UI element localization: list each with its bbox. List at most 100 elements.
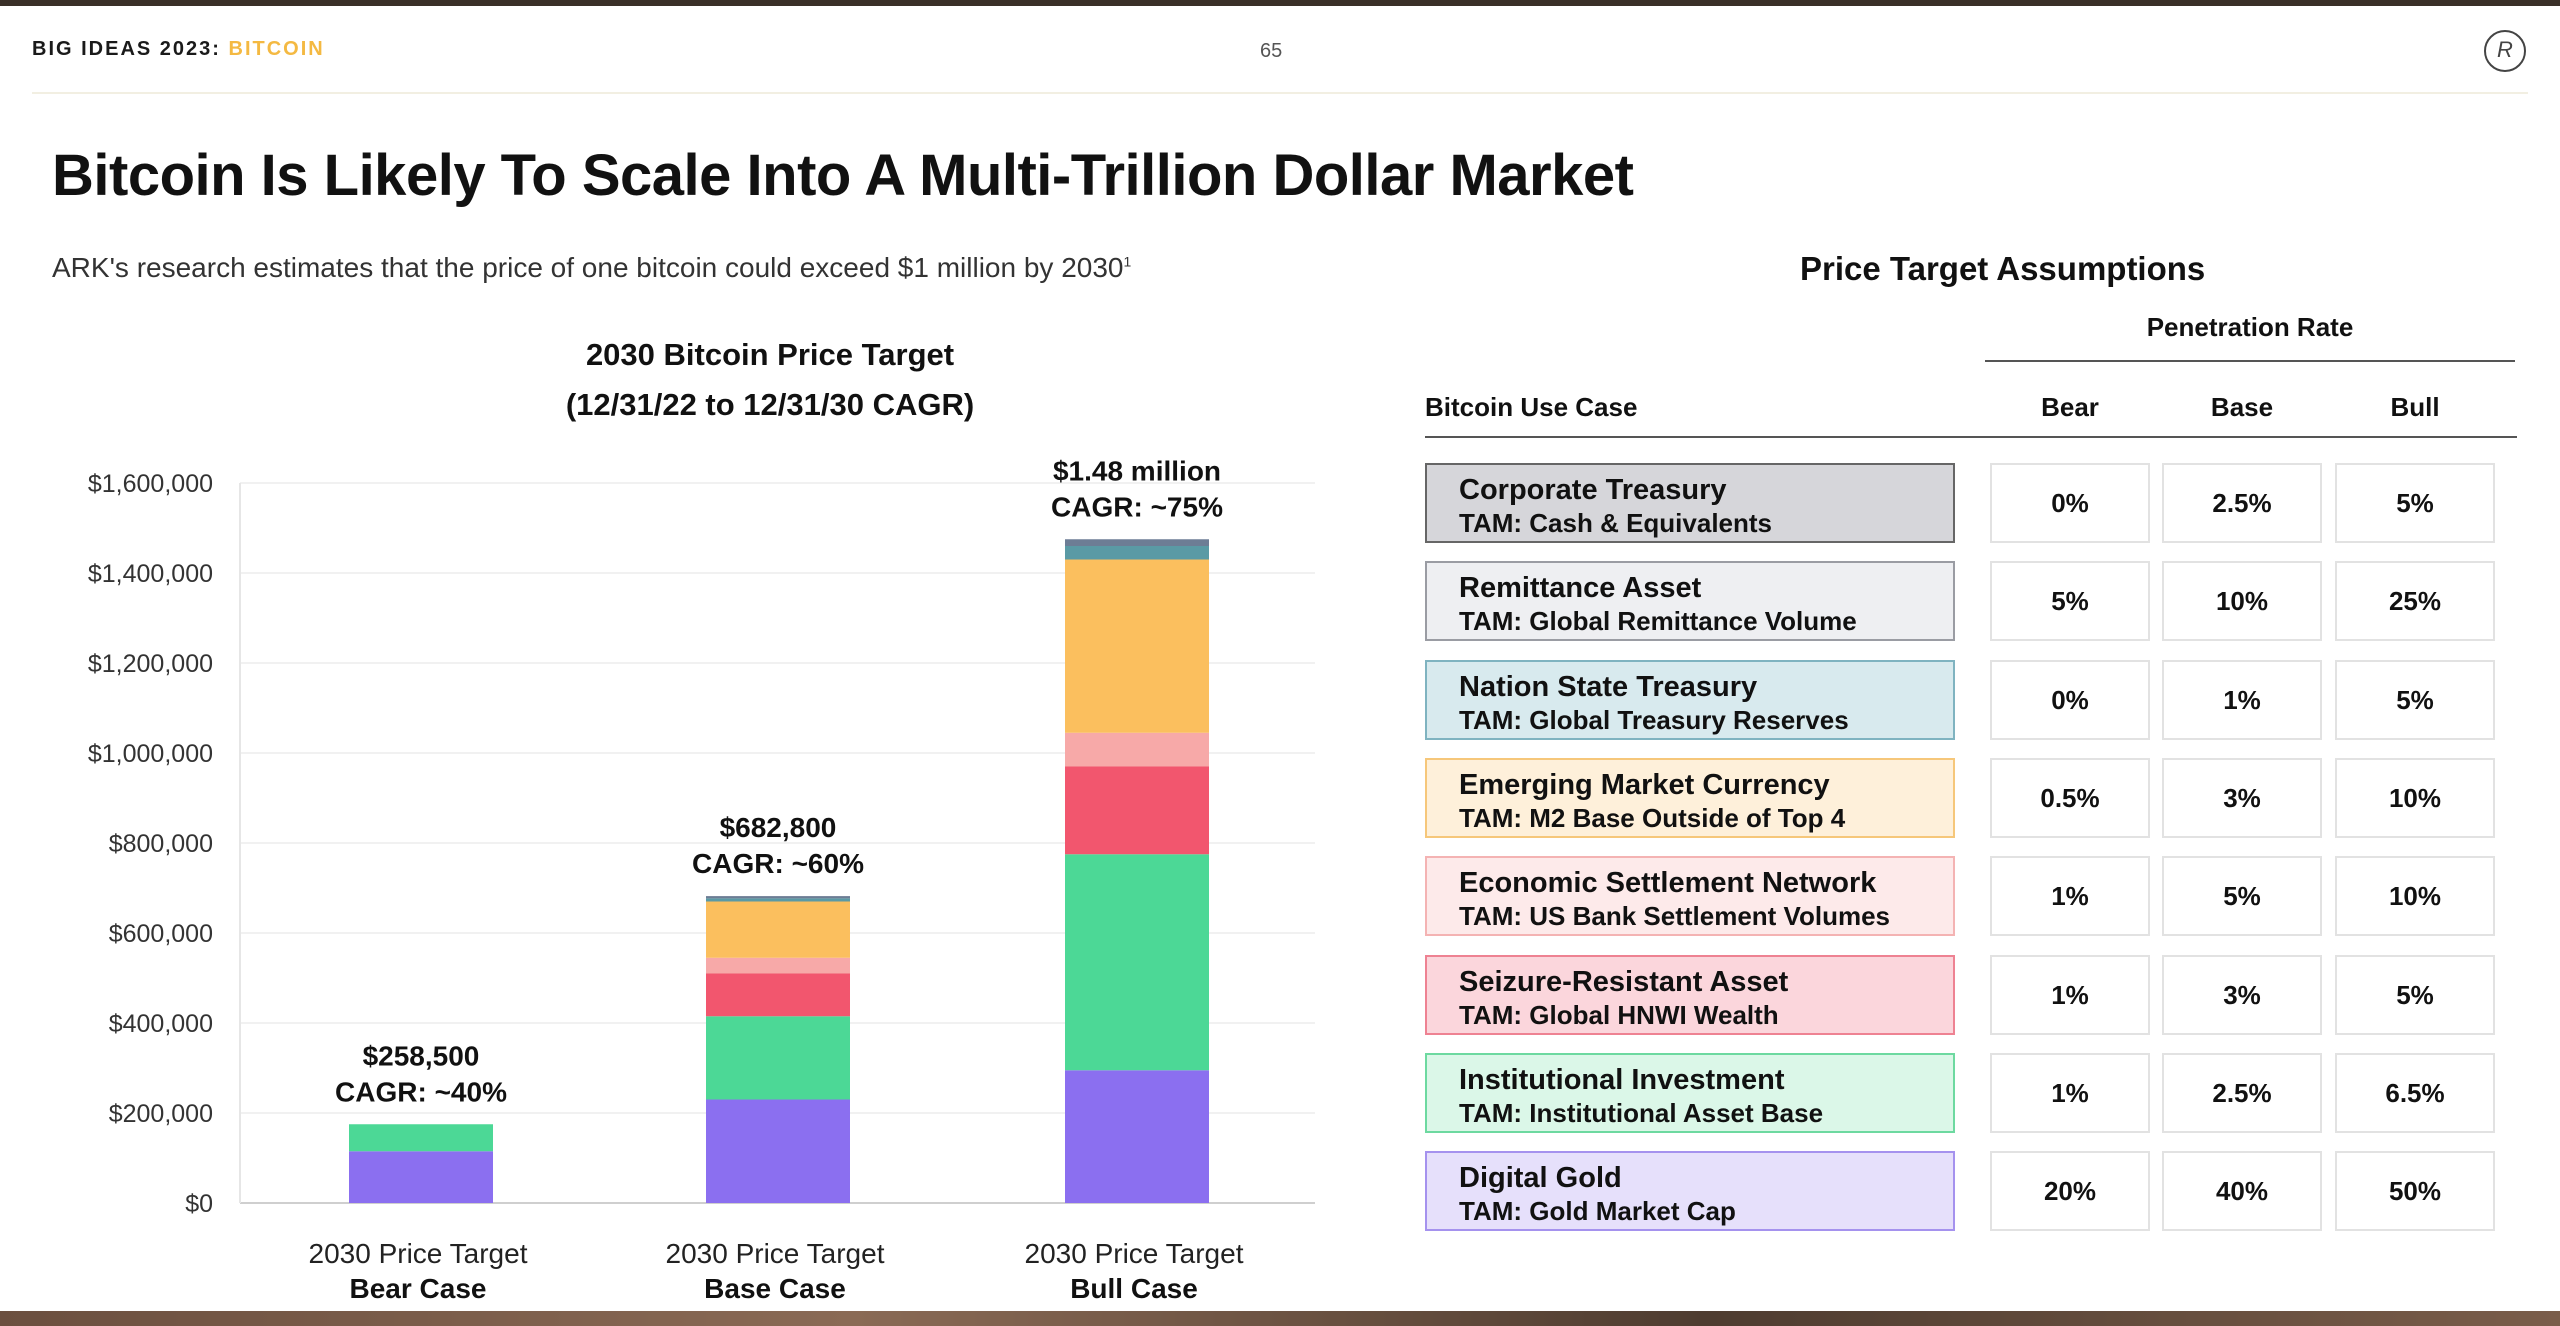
top-frame-strip <box>0 0 2560 6</box>
use-case-cell: Nation State Treasury TAM: Global Treasur… <box>1425 659 1955 740</box>
penetration-value-base: 10% <box>2162 561 2322 642</box>
slide: BIG IDEAS 2023: BITCOIN 65 R Bitcoin Is … <box>0 6 2560 1311</box>
col-header-bear: Bear <box>2041 392 2099 422</box>
penetration-value-bear: 5% <box>1990 561 2150 642</box>
table-header-rule <box>1425 436 2517 438</box>
penetration-value-bull: 6.5% <box>2335 1052 2495 1133</box>
bar-segment-economic-settlement-network <box>1065 732 1209 767</box>
penetration-value-base: 5% <box>2162 856 2322 937</box>
price-label: $258,500 <box>363 1040 480 1071</box>
penetration-value-bull: 5% <box>2335 659 2495 740</box>
use-case-tam: TAM: US Bank Settlement Volumes <box>1459 901 1890 932</box>
subtitle-footnote: 1 <box>1123 253 1132 270</box>
bar-segment-remittance-asset <box>706 896 850 899</box>
y-tick-label: $0 <box>185 1190 213 1218</box>
cagr-label: CAGR: ~75% <box>1051 491 1223 522</box>
penetration-value-base: 1% <box>2162 659 2322 740</box>
subtitle-text: ARK's research estimates that the price … <box>52 252 1124 283</box>
y-tick-label: $1,000,000 <box>88 740 213 768</box>
use-case-name: Nation State Treasury <box>1459 670 1758 703</box>
bar-segment-emerging-market-currency <box>1065 559 1209 733</box>
category-label: 2030 Price Target <box>1025 1238 1244 1269</box>
penetration-value-bull: 10% <box>2335 856 2495 937</box>
use-case-tam: TAM: Cash & Equivalents <box>1459 508 1773 538</box>
use-case-cell: Digital Gold TAM: Gold Market Cap <box>1425 1151 1955 1232</box>
slide-title: Bitcoin Is Likely To Scale Into A Multi-… <box>52 143 1634 208</box>
y-tick-label: $1,600,000 <box>88 470 213 498</box>
category-case-label: Bull Case <box>1070 1273 1198 1304</box>
bar-segment-remittance-asset <box>1065 539 1209 546</box>
penetration-value-base: 3% <box>2162 757 2322 838</box>
col-header-bull: Bull <box>2390 392 2440 422</box>
use-case-cell: Institutional Investment TAM: Institution… <box>1425 1052 1955 1133</box>
chart-title-block: 2030 Bitcoin Price Target (12/31/22 to 1… <box>400 330 1140 430</box>
bar-segment-seizure-resistant-asset <box>706 973 850 1017</box>
penetration-value-base: 3% <box>2162 954 2322 1035</box>
y-tick-label: $200,000 <box>109 1100 213 1128</box>
chart-subtitle: (12/31/22 to 12/31/30 CAGR) <box>565 387 975 422</box>
penetration-value-bear: 0% <box>1990 463 2150 543</box>
use-case-tam: TAM: M2 Base Outside of Top 4 <box>1459 802 1846 833</box>
use-case-name: Corporate Treasury <box>1459 474 1727 506</box>
use-case-name: Remittance Asset <box>1459 572 1702 605</box>
price-target-chart: $0 $200,000 $400,000 $600,000 $800,000 $1,000… <box>88 455 1315 1304</box>
penetration-value-bear: 1% <box>1990 954 2150 1035</box>
use-case-tam: TAM: Gold Market Cap <box>1459 1196 1736 1227</box>
use-case-cell: Emerging Market Currency TAM: M2 Base Out… <box>1425 757 1955 838</box>
use-case-name: Emerging Market Currency <box>1459 768 1830 801</box>
ark-logo-icon: R <box>2484 30 2526 72</box>
penetration-value-bear: 0% <box>1990 659 2150 740</box>
penetration-value-bear: 20% <box>1990 1151 2150 1232</box>
penetration-value-bear: 1% <box>1990 1052 2150 1133</box>
bar-segment-digital-gold <box>1065 1070 1209 1203</box>
price-label: $1.48 million <box>1053 455 1221 486</box>
chart-title: 2030 Bitcoin Price Target <box>585 337 955 372</box>
penetration-value-base: 2.5% <box>2162 1052 2322 1133</box>
bar-segment-institutional-investment <box>706 1016 850 1100</box>
penetration-value-bull: 50% <box>2335 1151 2495 1232</box>
table-title: Price Target Assumptions <box>1800 250 2206 287</box>
cagr-label: CAGR: ~60% <box>692 848 864 879</box>
penetration-value-bear: 0.5% <box>1990 757 2150 838</box>
logo-letter: R <box>2497 37 2513 62</box>
category-case-label: Bear Case <box>350 1273 487 1304</box>
penetration-rate-rule <box>1985 360 2515 362</box>
bar-segment-emerging-market-currency <box>706 901 850 958</box>
price-label: $682,800 <box>720 812 837 843</box>
use-case-cell: Seizure-Resistant Asset TAM: Global HNWI … <box>1425 954 1955 1035</box>
bottom-frame-strip <box>0 1311 2560 1326</box>
category-label: 2030 Price Target <box>666 1238 885 1269</box>
cagr-label: CAGR: ~40% <box>335 1076 507 1107</box>
use-case-tam: TAM: Global Treasury Reserves <box>1459 704 1849 735</box>
use-case-name: Economic Settlement Network <box>1459 867 1877 900</box>
bar-segment-nation-state-treasury <box>1065 546 1209 560</box>
penetration-value-bull: 5% <box>2335 954 2495 1035</box>
use-case-name: Digital Gold <box>1459 1162 1622 1195</box>
col-header-use-case: Bitcoin Use Case <box>1425 392 1638 422</box>
header-divider <box>32 92 2528 94</box>
slide-subtitle: ARK's research estimates that the price … <box>52 252 1131 284</box>
header-section: BITCOIN <box>228 38 325 60</box>
y-tick-label: $1,200,000 <box>88 650 213 678</box>
y-tick-label: $1,400,000 <box>88 560 213 588</box>
y-tick-label: $400,000 <box>109 1010 213 1038</box>
category-label: 2030 Price Target <box>309 1238 528 1269</box>
use-case-tam: TAM: Institutional Asset Base <box>1459 1097 1824 1128</box>
page-number: 65 <box>1260 40 1283 62</box>
penetration-value-bull: 25% <box>2335 561 2495 642</box>
use-case-name: Institutional Investment <box>1459 1063 1785 1096</box>
use-case-tam: TAM: Global Remittance Volume <box>1459 606 1857 637</box>
bar-segment-institutional-investment <box>349 1124 493 1152</box>
use-case-tam: TAM: Global HNWI Wealth <box>1459 999 1779 1030</box>
y-tick-label: $800,000 <box>109 830 213 858</box>
use-case-cell: Remittance Asset TAM: Global Remittance V… <box>1425 561 1955 642</box>
col-header-base: Base <box>2210 392 2274 422</box>
penetration-value-bull: 5% <box>2335 463 2495 543</box>
header-brand: BIG IDEAS 2023: BITCOIN <box>32 38 325 61</box>
y-tick-label: $600,000 <box>109 920 213 948</box>
penetration-rate-header: Penetration Rate <box>2146 312 2354 342</box>
penetration-value-bull: 10% <box>2335 757 2495 838</box>
bar-segment-institutional-investment <box>1065 854 1209 1071</box>
bar-segment-digital-gold <box>706 1099 850 1203</box>
category-case-label: Base Case <box>704 1273 846 1304</box>
